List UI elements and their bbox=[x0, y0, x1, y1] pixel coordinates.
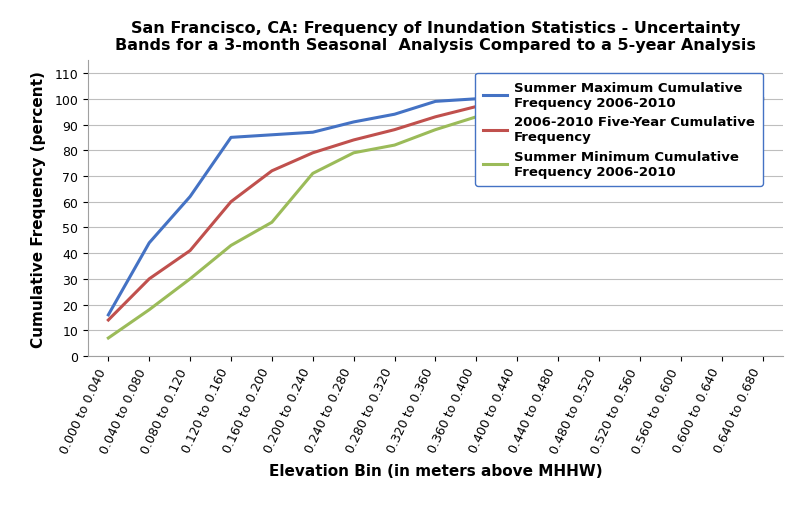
2006-2010 Five-Year Cumulative
Frequency bbox=[349, 137, 359, 144]
Summer Minimum Cumulative
Frequency 2006-2010 bbox=[512, 107, 522, 113]
Summer Maximum Cumulative
Frequency 2006-2010 bbox=[431, 99, 440, 105]
Summer Maximum Cumulative
Frequency 2006-2010 bbox=[349, 120, 359, 126]
Summer Maximum Cumulative
Frequency 2006-2010 bbox=[308, 130, 317, 136]
Summer Maximum Cumulative
Frequency 2006-2010 bbox=[717, 97, 726, 103]
2006-2010 Five-Year Cumulative
Frequency bbox=[185, 248, 195, 254]
2006-2010 Five-Year Cumulative
Frequency bbox=[594, 97, 604, 103]
Title: San Francisco, CA: Frequency of Inundation Statistics - Uncertainty
Bands for a : San Francisco, CA: Frequency of Inundati… bbox=[115, 21, 756, 53]
2006-2010 Five-Year Cumulative
Frequency bbox=[512, 99, 522, 105]
Y-axis label: Cumulative Frequency (percent): Cumulative Frequency (percent) bbox=[31, 71, 46, 347]
2006-2010 Five-Year Cumulative
Frequency bbox=[145, 276, 154, 282]
2006-2010 Five-Year Cumulative
Frequency bbox=[104, 317, 113, 323]
Summer Minimum Cumulative
Frequency 2006-2010 bbox=[717, 97, 726, 103]
X-axis label: Elevation Bin (in meters above MHHW): Elevation Bin (in meters above MHHW) bbox=[268, 463, 602, 478]
2006-2010 Five-Year Cumulative
Frequency bbox=[390, 127, 400, 133]
Summer Maximum Cumulative
Frequency 2006-2010 bbox=[185, 194, 195, 200]
Summer Maximum Cumulative
Frequency 2006-2010 bbox=[390, 112, 400, 118]
Summer Minimum Cumulative
Frequency 2006-2010 bbox=[757, 97, 767, 103]
Summer Maximum Cumulative
Frequency 2006-2010 bbox=[145, 240, 154, 246]
Summer Maximum Cumulative
Frequency 2006-2010 bbox=[104, 312, 113, 318]
Summer Maximum Cumulative
Frequency 2006-2010 bbox=[512, 97, 522, 103]
Summer Minimum Cumulative
Frequency 2006-2010 bbox=[390, 143, 400, 149]
Summer Minimum Cumulative
Frequency 2006-2010 bbox=[471, 115, 481, 121]
Summer Minimum Cumulative
Frequency 2006-2010 bbox=[104, 335, 113, 342]
Summer Minimum Cumulative
Frequency 2006-2010 bbox=[635, 99, 645, 105]
Summer Maximum Cumulative
Frequency 2006-2010 bbox=[226, 135, 236, 141]
Summer Maximum Cumulative
Frequency 2006-2010 bbox=[635, 97, 645, 103]
Summer Maximum Cumulative
Frequency 2006-2010 bbox=[554, 97, 563, 103]
Summer Maximum Cumulative
Frequency 2006-2010 bbox=[757, 97, 767, 103]
2006-2010 Five-Year Cumulative
Frequency bbox=[676, 97, 686, 103]
Summer Maximum Cumulative
Frequency 2006-2010 bbox=[676, 97, 686, 103]
Summer Maximum Cumulative
Frequency 2006-2010 bbox=[471, 97, 481, 103]
2006-2010 Five-Year Cumulative
Frequency bbox=[431, 115, 440, 121]
Summer Minimum Cumulative
Frequency 2006-2010 bbox=[267, 220, 276, 226]
Summer Minimum Cumulative
Frequency 2006-2010 bbox=[308, 171, 317, 177]
Summer Minimum Cumulative
Frequency 2006-2010 bbox=[145, 307, 154, 313]
Line: 2006-2010 Five-Year Cumulative
Frequency: 2006-2010 Five-Year Cumulative Frequency bbox=[109, 100, 762, 320]
Line: Summer Minimum Cumulative
Frequency 2006-2010: Summer Minimum Cumulative Frequency 2006… bbox=[109, 100, 762, 338]
Summer Maximum Cumulative
Frequency 2006-2010 bbox=[267, 132, 276, 138]
2006-2010 Five-Year Cumulative
Frequency bbox=[267, 168, 276, 175]
Summer Minimum Cumulative
Frequency 2006-2010 bbox=[431, 127, 440, 133]
2006-2010 Five-Year Cumulative
Frequency bbox=[757, 97, 767, 103]
Summer Minimum Cumulative
Frequency 2006-2010 bbox=[676, 97, 686, 103]
Legend: Summer Maximum Cumulative
Frequency 2006-2010, 2006-2010 Five-Year Cumulative
Fr: Summer Maximum Cumulative Frequency 2006… bbox=[475, 74, 762, 186]
2006-2010 Five-Year Cumulative
Frequency bbox=[471, 104, 481, 110]
2006-2010 Five-Year Cumulative
Frequency bbox=[717, 97, 726, 103]
2006-2010 Five-Year Cumulative
Frequency bbox=[635, 97, 645, 103]
Line: Summer Maximum Cumulative
Frequency 2006-2010: Summer Maximum Cumulative Frequency 2006… bbox=[109, 100, 762, 315]
Summer Minimum Cumulative
Frequency 2006-2010 bbox=[226, 243, 236, 249]
Summer Minimum Cumulative
Frequency 2006-2010 bbox=[185, 276, 195, 282]
Summer Minimum Cumulative
Frequency 2006-2010 bbox=[349, 151, 359, 157]
2006-2010 Five-Year Cumulative
Frequency bbox=[308, 151, 317, 157]
2006-2010 Five-Year Cumulative
Frequency bbox=[554, 99, 563, 105]
2006-2010 Five-Year Cumulative
Frequency bbox=[226, 199, 236, 205]
Summer Minimum Cumulative
Frequency 2006-2010 bbox=[554, 104, 563, 110]
Summer Maximum Cumulative
Frequency 2006-2010 bbox=[594, 97, 604, 103]
Summer Minimum Cumulative
Frequency 2006-2010 bbox=[594, 102, 604, 108]
